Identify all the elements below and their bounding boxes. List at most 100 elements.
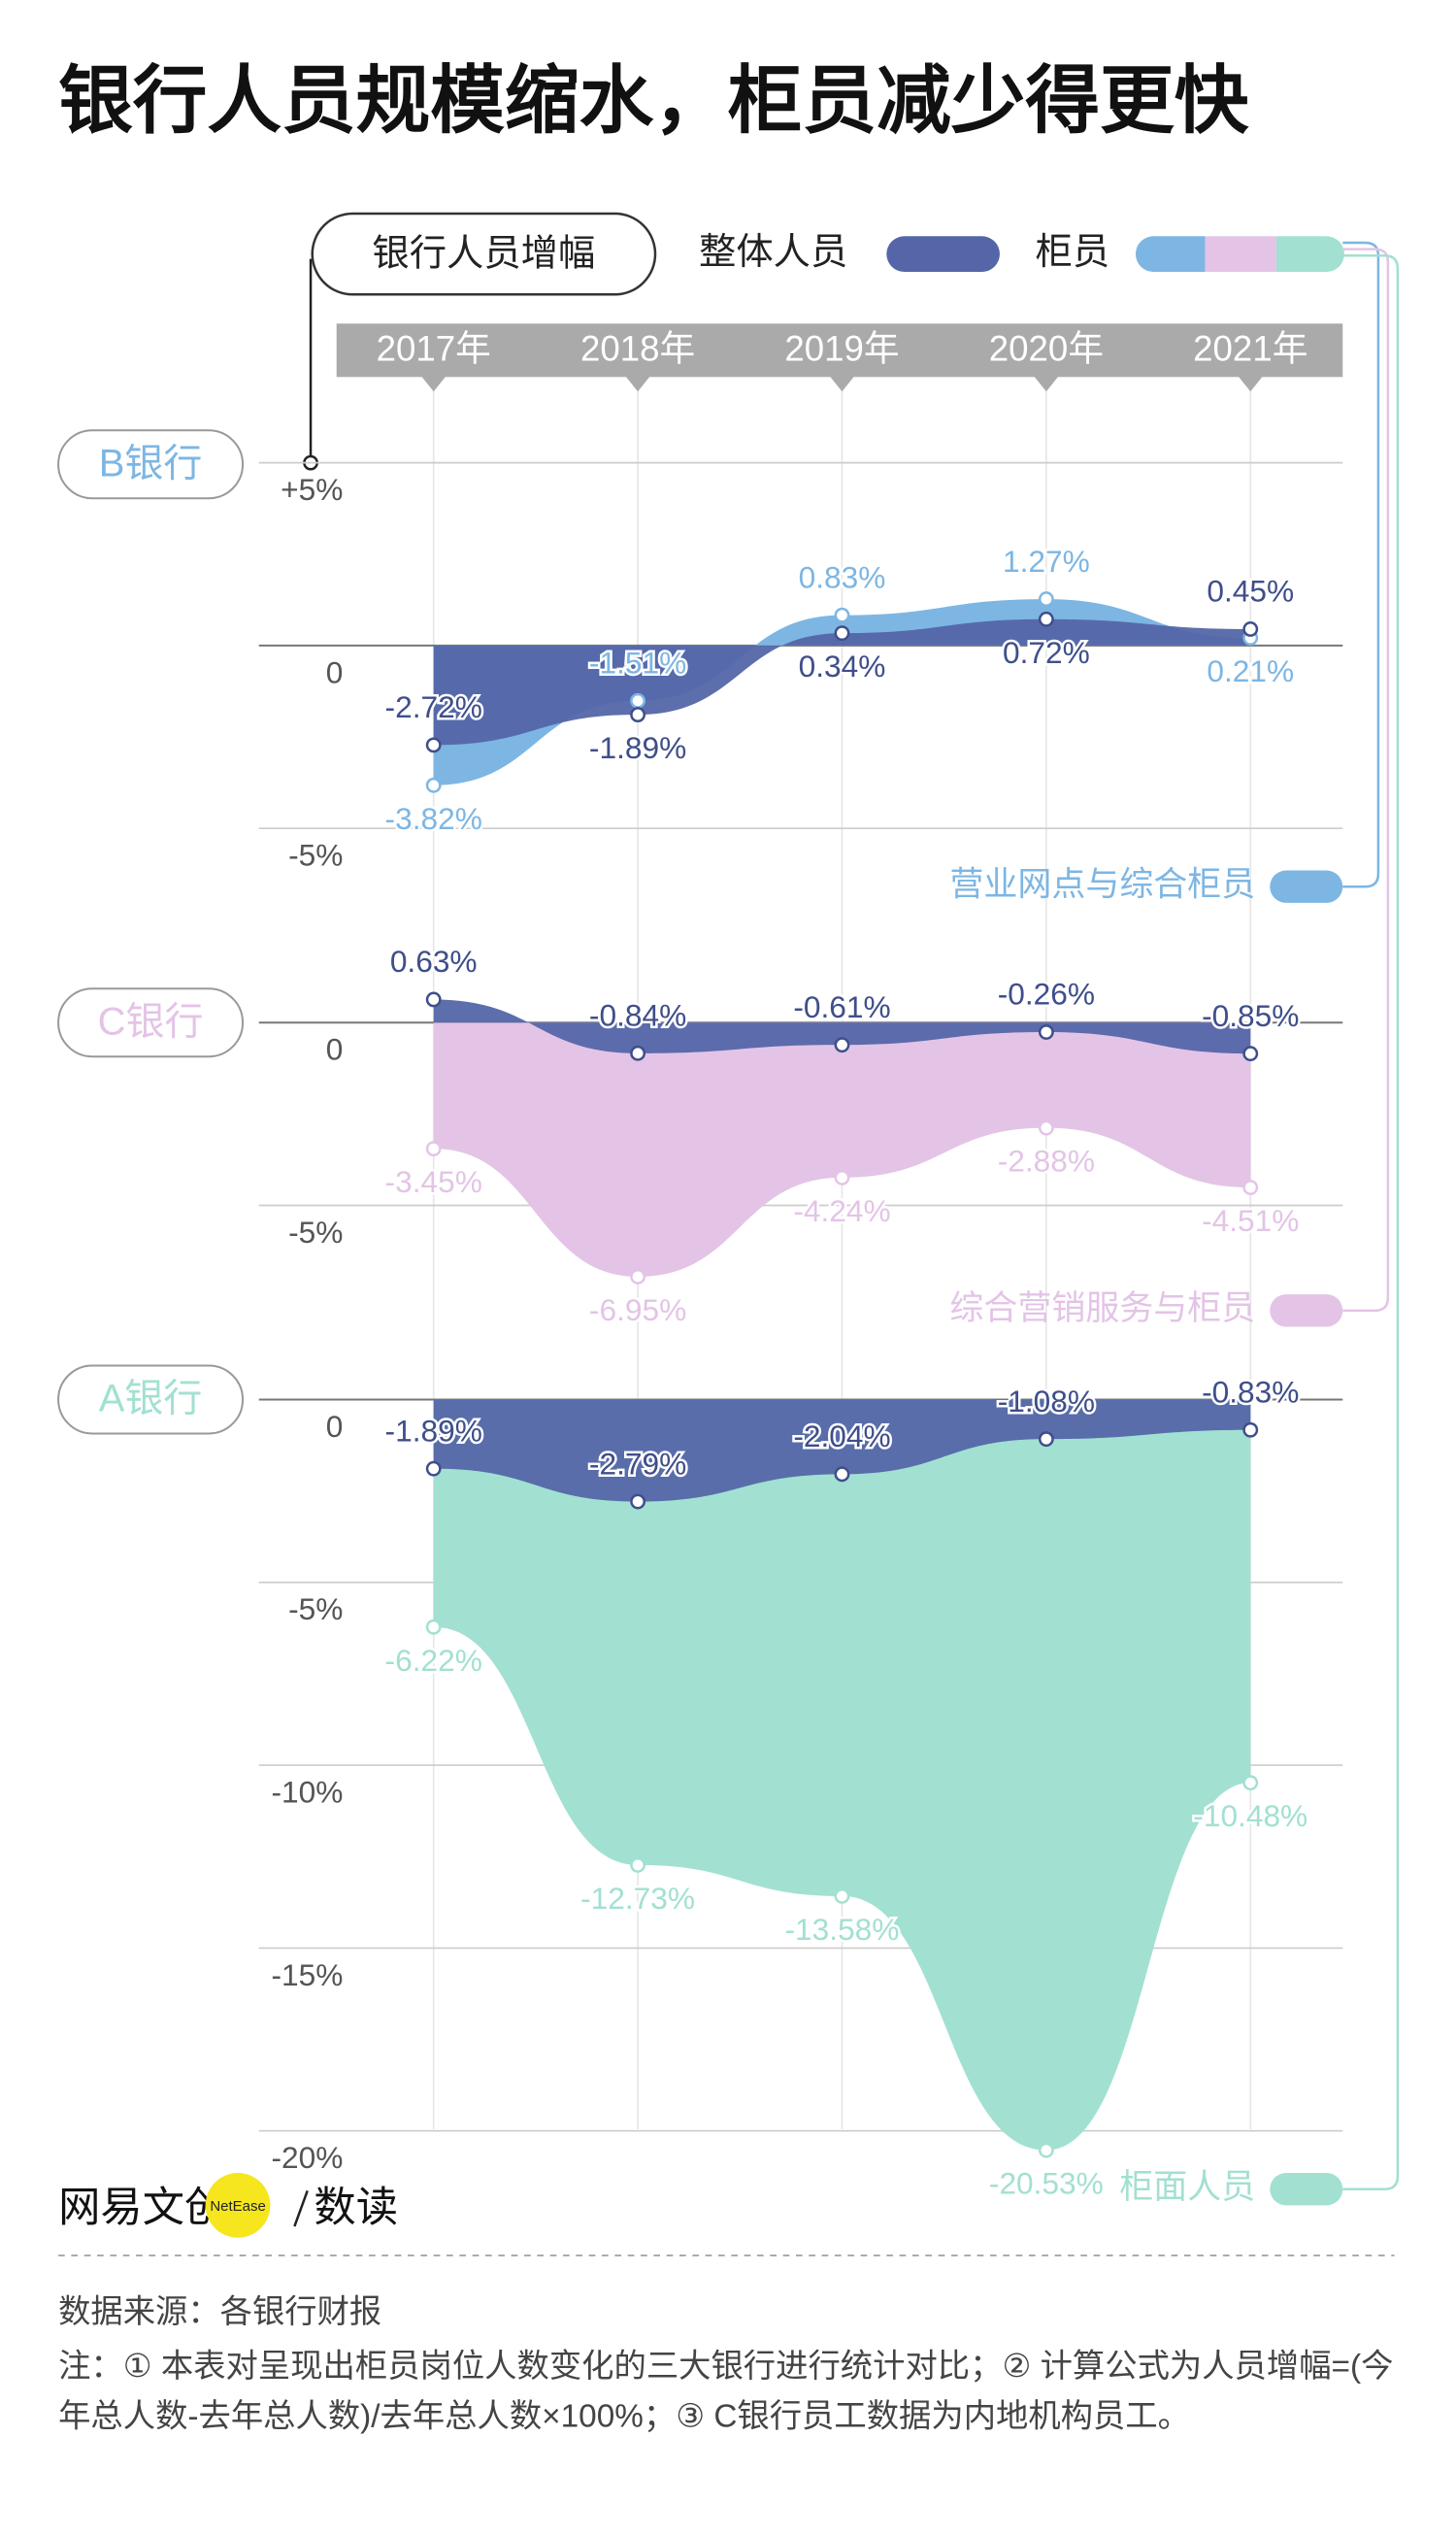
point	[1038, 591, 1054, 608]
legend-teller: 柜员	[1036, 231, 1110, 273]
value-label: -3.45%	[385, 1164, 482, 1199]
point	[834, 607, 850, 623]
point	[1242, 1775, 1259, 1791]
y-tick-label: -15%	[271, 1957, 343, 1992]
connector	[1342, 254, 1400, 2190]
point	[425, 1619, 442, 1635]
point	[630, 1269, 646, 1285]
point	[630, 692, 646, 709]
plot: 2017年 2018年 2019年 2020年 2021年 +5% 0 -5% -3.82% -1…	[57, 328, 1343, 2206]
value-label: -1.89%	[385, 1413, 482, 1448]
point	[1242, 1421, 1259, 1438]
point	[630, 1493, 646, 1510]
point	[834, 625, 850, 642]
point	[425, 991, 442, 1008]
legend-swatch	[1270, 1294, 1343, 1327]
y-tick-label: -20%	[271, 2140, 343, 2175]
value-label: 0.72%	[1003, 635, 1090, 670]
value-label: 0.83%	[799, 559, 886, 594]
source: 数据来源：各银行财报	[58, 2294, 381, 2330]
year-notch	[420, 375, 447, 392]
point	[834, 1888, 850, 1904]
value-label: 1.27%	[1003, 544, 1090, 579]
value-label: -4.24%	[793, 1193, 890, 1228]
area	[433, 1399, 1251, 1502]
point	[1242, 1180, 1259, 1195]
area	[433, 1399, 1251, 2151]
legend-title: 银行人员增幅	[372, 232, 595, 274]
point	[1242, 1046, 1259, 1062]
legend-box	[311, 212, 657, 296]
value-label: -2.88%	[998, 1144, 1095, 1179]
value-label: -0.26%	[998, 977, 1095, 1012]
y-tick-label: -10%	[271, 1774, 343, 1809]
brand-sub: 数读	[314, 2185, 398, 2231]
year-notch	[1237, 375, 1264, 392]
point	[1038, 1119, 1054, 1136]
value-label: -10.48%	[1193, 1798, 1307, 1833]
value-label: -0.84%	[589, 998, 686, 1033]
point	[425, 737, 442, 753]
y-tick-label: -5%	[288, 1215, 343, 1250]
value-label: -0.83%	[1202, 1374, 1299, 1409]
value-label: -1.51%	[589, 645, 686, 680]
year-label: 2021年	[1193, 328, 1307, 368]
y-tick-label: 0	[326, 1032, 344, 1067]
panel-pill	[57, 987, 245, 1058]
value-label: -12.73%	[580, 1881, 695, 1916]
y-tick-label: -5%	[288, 838, 343, 873]
value-label: 0.21%	[1207, 653, 1294, 688]
value-label: -2.04%	[793, 1419, 890, 1453]
point	[1038, 611, 1054, 627]
y-tick-label: 0	[326, 1409, 344, 1444]
legend-teller-swatch	[1135, 236, 1206, 272]
value-label: -6.22%	[385, 1643, 482, 1678]
year-notch	[1033, 375, 1060, 392]
note-box: 注：① 本表对呈现出柜员岗位人数变化的三大银行进行统计对比；② 计算公式为人员增…	[58, 2349, 1394, 2436]
connector	[1342, 248, 1390, 1313]
y-tick-label: 0	[326, 654, 344, 689]
value-label: -20.53%	[989, 2166, 1104, 2201]
point	[1242, 621, 1259, 637]
year-label: 2017年	[377, 328, 491, 368]
year-ribbon	[336, 323, 1343, 378]
legend-label: 营业网点与综合柜员	[949, 865, 1255, 903]
area	[433, 1022, 1251, 1277]
value-label: -2.79%	[589, 1446, 686, 1481]
y-tick-label: +5%	[281, 472, 343, 507]
point	[1038, 2142, 1054, 2158]
point	[425, 777, 442, 793]
note: 注：① 本表对呈现出柜员岗位人数变化的三大银行进行统计对比；② 计算公式为人员增…	[58, 2349, 1394, 2436]
legend-swatch	[1270, 870, 1343, 903]
brand: 网易文创	[58, 2185, 226, 2231]
value-label: 0.63%	[390, 944, 478, 979]
point	[630, 707, 646, 723]
legend-overall: 整体人员	[699, 231, 847, 273]
connector	[1342, 241, 1380, 888]
point	[834, 1466, 850, 1483]
value-label: -1.89%	[589, 730, 686, 765]
legend-label: 柜面人员	[1119, 2168, 1255, 2206]
point	[834, 1037, 850, 1053]
panel-pill	[57, 429, 245, 500]
value-label: -2.72%	[385, 689, 482, 724]
value-label: -4.51%	[1202, 1203, 1299, 1238]
page-title: 银行人员规模缩水，柜员减少得更快	[58, 60, 1249, 143]
brand-en: NetEase	[210, 2198, 265, 2215]
point	[425, 1460, 442, 1477]
value-label: 0.45%	[1207, 574, 1294, 609]
value-label: -3.82%	[385, 801, 482, 836]
brand-slash	[293, 2189, 309, 2227]
point	[630, 1045, 646, 1061]
panel-pill	[57, 1364, 245, 1435]
year-label: 2018年	[580, 328, 695, 368]
legend-teller-swatch	[1205, 236, 1276, 272]
panel-title: C银行	[98, 1000, 204, 1043]
value-label: 0.34%	[799, 649, 886, 684]
year-label: 2019年	[784, 328, 899, 368]
panel-title: A银行	[99, 1378, 203, 1420]
point	[425, 1141, 442, 1157]
panel-title: B银行	[99, 443, 203, 485]
